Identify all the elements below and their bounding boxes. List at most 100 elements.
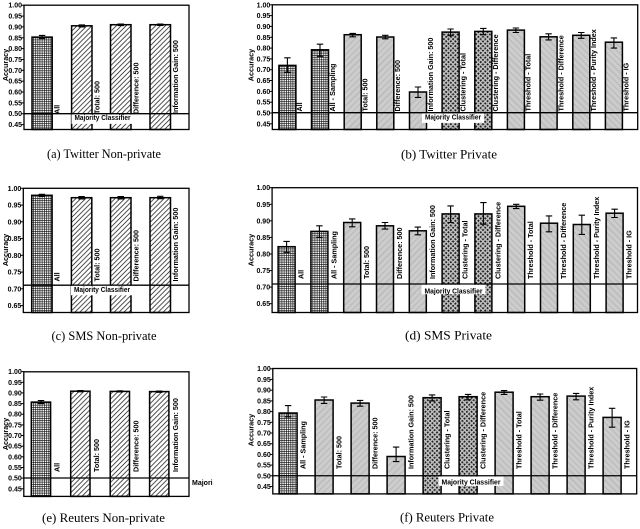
- svg-text:0.85: 0.85: [8, 35, 22, 42]
- svg-text:Difference: 500: Difference: 500: [132, 420, 141, 472]
- svg-text:0.65: 0.65: [257, 441, 271, 448]
- svg-text:0.85: 0.85: [8, 401, 22, 408]
- svg-text:0.75: 0.75: [8, 270, 22, 277]
- svg-text:0.45: 0.45: [8, 122, 22, 129]
- svg-text:0.65: 0.65: [8, 444, 22, 451]
- svg-text:(f) Reuters Private: (f) Reuters Private: [400, 510, 494, 525]
- svg-text:0.70: 0.70: [8, 68, 22, 75]
- svg-text:1.00: 1.00: [256, 185, 270, 192]
- svg-text:0.90: 0.90: [257, 388, 271, 395]
- svg-text:(e) Reuters Non-private: (e) Reuters Non-private: [42, 510, 165, 525]
- svg-text:Total: 500: Total: 500: [92, 439, 101, 472]
- svg-text:Threshold - Purity Index: Threshold - Purity Index: [587, 387, 596, 469]
- svg-text:Majority Classifier: Majority Classifier: [75, 115, 131, 122]
- svg-text:0.50: 0.50: [8, 476, 22, 483]
- svg-text:0.80: 0.80: [257, 46, 271, 53]
- svg-text:0.95: 0.95: [257, 13, 271, 20]
- svg-text:0.50: 0.50: [257, 111, 271, 118]
- svg-text:Difference: 500: Difference: 500: [131, 62, 140, 114]
- svg-text:Difference: 500: Difference: 500: [371, 417, 380, 469]
- svg-text:0.70: 0.70: [257, 431, 271, 438]
- svg-text:0.60: 0.60: [257, 89, 271, 96]
- svg-text:Majori: Majori: [192, 480, 213, 487]
- svg-text:Clustering - Difference: Clustering - Difference: [479, 392, 488, 469]
- svg-text:All: All: [297, 270, 306, 279]
- svg-text:0.45: 0.45: [257, 121, 271, 128]
- svg-text:0.55: 0.55: [8, 465, 22, 472]
- svg-text:0.85: 0.85: [256, 235, 270, 242]
- svg-text:Accuracy: Accuracy: [247, 234, 256, 266]
- svg-text:Difference: 500: Difference: 500: [132, 230, 141, 282]
- svg-text:0.80: 0.80: [256, 252, 270, 259]
- svg-text:0.55: 0.55: [8, 100, 22, 107]
- svg-text:1.00: 1.00: [8, 3, 22, 10]
- svg-text:Accuracy: Accuracy: [247, 414, 256, 446]
- svg-text:Difference: 500: Difference: 500: [393, 60, 402, 112]
- svg-text:Information Gain: 500: Information Gain: 500: [428, 205, 437, 279]
- svg-text:0.95: 0.95: [256, 202, 270, 209]
- svg-text:0.95: 0.95: [8, 14, 22, 21]
- svg-text:1.00: 1.00: [257, 2, 271, 9]
- svg-text:0.85: 0.85: [8, 236, 22, 243]
- svg-text:All: All: [53, 272, 62, 281]
- svg-text:0.70: 0.70: [257, 67, 271, 74]
- svg-text:Clustering - Difference: Clustering - Difference: [493, 202, 502, 279]
- svg-text:Accuracy: Accuracy: [1, 418, 10, 450]
- svg-text:0.60: 0.60: [8, 90, 22, 97]
- svg-text:(c) SMS Non-private: (c) SMS Non-private: [52, 328, 157, 343]
- svg-text:Information Gain: 500: Information Gain: 500: [171, 208, 180, 282]
- svg-text:Threshold - Purity Index: Threshold - Purity Index: [589, 29, 598, 111]
- svg-text:Threshold - IG: Threshold - IG: [622, 62, 631, 111]
- svg-text:0.95: 0.95: [257, 377, 271, 384]
- svg-text:0.70: 0.70: [8, 286, 22, 293]
- svg-text:0.65: 0.65: [8, 79, 22, 86]
- svg-text:Total: 500: Total: 500: [92, 81, 101, 114]
- svg-text:All: All: [53, 105, 62, 114]
- svg-text:0.90: 0.90: [256, 218, 270, 225]
- svg-text:Accuracy: Accuracy: [1, 49, 10, 81]
- svg-text:0.75: 0.75: [8, 57, 22, 64]
- svg-text:0.50: 0.50: [8, 111, 22, 118]
- svg-text:Total: 500: Total: 500: [362, 246, 371, 279]
- svg-text:Total: 500: Total: 500: [361, 78, 370, 111]
- svg-text:0.85: 0.85: [257, 398, 271, 405]
- svg-text:All - Sampling: All - Sampling: [299, 421, 308, 469]
- svg-text:0.65: 0.65: [257, 78, 271, 85]
- svg-text:Threshold - Difference: Threshold - Difference: [556, 35, 565, 111]
- svg-text:0.45: 0.45: [257, 484, 271, 491]
- svg-text:0.75: 0.75: [256, 268, 270, 275]
- svg-text:Difference: 500: Difference: 500: [395, 227, 404, 279]
- svg-text:All - Sampling: All - Sampling: [328, 64, 337, 112]
- svg-text:Majority Classifier: Majority Classifier: [425, 115, 481, 122]
- svg-text:Accuracy: Accuracy: [247, 49, 256, 81]
- svg-text:Majority Classifier: Majority Classifier: [74, 287, 130, 294]
- svg-text:Majority Classifier: Majority Classifier: [425, 288, 483, 295]
- svg-text:Clustering - Total: Clustering - Total: [443, 410, 452, 469]
- svg-text:0.95: 0.95: [8, 380, 22, 387]
- svg-text:Information Gain: 500: Information Gain: 500: [171, 40, 180, 114]
- svg-text:0.65: 0.65: [8, 303, 22, 310]
- svg-text:0.55: 0.55: [257, 100, 271, 107]
- svg-text:0.50: 0.50: [257, 473, 271, 480]
- svg-text:0.70: 0.70: [256, 285, 270, 292]
- svg-text:0.55: 0.55: [257, 463, 271, 470]
- svg-text:1.00: 1.00: [8, 186, 22, 193]
- svg-text:Information Gain: 500: Information Gain: 500: [426, 38, 435, 112]
- svg-text:0.70: 0.70: [8, 433, 22, 440]
- svg-text:Threshold - Total: Threshold - Total: [524, 54, 533, 112]
- svg-text:0.75: 0.75: [8, 422, 22, 429]
- svg-text:All: All: [295, 102, 304, 111]
- svg-text:0.90: 0.90: [8, 390, 22, 397]
- svg-text:(b) Twitter Private: (b) Twitter Private: [401, 147, 497, 162]
- svg-text:0.80: 0.80: [8, 412, 22, 419]
- svg-text:0.85: 0.85: [257, 35, 271, 42]
- svg-text:0.90: 0.90: [257, 24, 271, 31]
- svg-text:Majority Classifier: Majority Classifier: [442, 480, 501, 487]
- svg-text:0.75: 0.75: [257, 420, 271, 427]
- svg-text:Clustering - Difference: Clustering - Difference: [491, 34, 500, 111]
- svg-text:0.80: 0.80: [8, 253, 22, 260]
- svg-text:0.80: 0.80: [8, 46, 22, 53]
- svg-text:Threshold - Purity Index: Threshold - Purity Index: [592, 197, 601, 279]
- svg-text:0.90: 0.90: [8, 24, 22, 31]
- svg-text:Threshold - Difference: Threshold - Difference: [551, 393, 560, 469]
